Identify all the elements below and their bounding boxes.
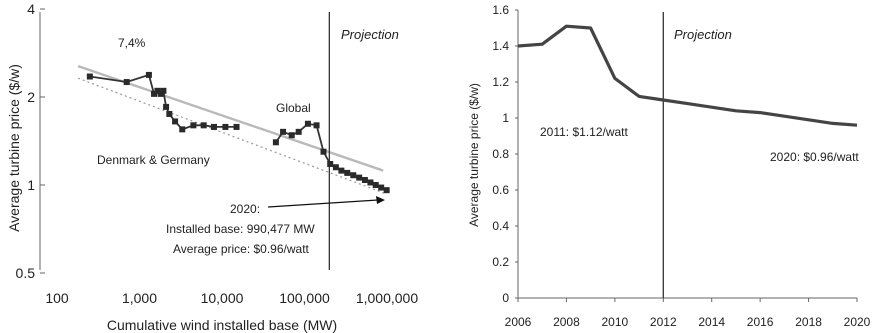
- right-y-tick-label: 1.4: [492, 39, 509, 53]
- left-data-point: [86, 73, 93, 80]
- left-data-point: [295, 128, 302, 135]
- left-data-point: [123, 79, 130, 86]
- left-data-point: [200, 122, 207, 129]
- right-label-2011: 2011: $1.12/watt: [540, 125, 629, 139]
- left-x-tick-label: 100: [45, 290, 69, 306]
- left-y-axis-label: Average turbine price ($/w): [6, 64, 22, 232]
- left-data-point: [327, 160, 334, 167]
- left-data-point: [190, 122, 197, 129]
- left-data-point: [288, 132, 295, 139]
- left-x-axis-label: Cumulative wind installed base (MW): [107, 317, 337, 333]
- left-denmark-germany-label: Denmark & Germany: [97, 153, 210, 167]
- right-x-tick-label: 2018: [795, 315, 822, 329]
- left-data-point: [166, 110, 173, 117]
- left-data-point: [378, 184, 385, 191]
- left-x-ticks: 100 1,000 10,000 100,000 1,000,000: [45, 290, 418, 306]
- right-x-tick-label: 2006: [505, 315, 532, 329]
- right-x-tick-label: 2010: [602, 315, 629, 329]
- left-projection-label: Projection: [341, 27, 399, 42]
- left-data-point: [145, 71, 152, 78]
- right-x-tick-label: 2012: [650, 315, 677, 329]
- right-y-ticks: 0 0.2 0.4 0.6 0.8 1 1.2 1.4 1.6: [492, 3, 518, 305]
- left-data-point: [157, 90, 164, 97]
- left-data-point: [304, 120, 311, 127]
- right-y-tick-label: 0.2: [492, 255, 509, 269]
- left-data-point: [280, 128, 287, 135]
- left-data-point: [163, 103, 170, 110]
- right-x-ticks: 2006 2008 2010 2012 2014 2016 2018 2020: [505, 298, 871, 329]
- left-x-tick-label: 1,000,000: [356, 290, 418, 306]
- right-x-tick-label: 2016: [747, 315, 774, 329]
- left-global-label: Global: [276, 101, 311, 115]
- left-data-point: [172, 118, 179, 125]
- right-y-tick-label: 0.8: [492, 147, 509, 161]
- left-data-point: [154, 87, 161, 94]
- left-data-point: [350, 172, 357, 179]
- right-series-group: [517, 24, 858, 127]
- left-y-tick-label: 0.5: [16, 265, 36, 281]
- right-projection-label: Projection: [674, 27, 732, 42]
- left-data-point: [151, 90, 158, 97]
- left-x-tick-label: 10,000: [201, 290, 244, 306]
- left-note-line2: Installed base: 990,477 MW: [166, 222, 315, 236]
- right-label-2020: 2020: $0.96/watt: [770, 150, 859, 164]
- left-data-point: [372, 182, 379, 188]
- left-data-point: [179, 126, 186, 133]
- left-series-line-0: [89, 73, 237, 131]
- left-note-line1: 2020:: [230, 202, 260, 216]
- right-y-tick-label: 1.6: [492, 3, 509, 17]
- left-data-point: [338, 167, 345, 174]
- annual-price-chart: 0 0.2 0.4 0.6 0.8 1 1.2 1.4 1.6 2006 2008 2010 2012…: [467, 3, 871, 329]
- left-data-point: [356, 174, 363, 181]
- left-data-point: [320, 148, 327, 155]
- left-data-point: [211, 123, 218, 130]
- right-x-tick-label: 2014: [698, 315, 725, 329]
- left-data-point: [344, 169, 351, 176]
- right-x-tick-label: 2008: [553, 315, 580, 329]
- left-y-tick-label: 2: [27, 89, 35, 105]
- right-x-tick-label: 2020: [844, 315, 871, 329]
- left-data-point: [367, 179, 374, 186]
- left-note-line3: Average price: $0.96/watt: [173, 242, 310, 256]
- left-note-arrowhead: [376, 196, 385, 204]
- left-y-tick-label: 4: [27, 1, 35, 17]
- left-y-ticks: 0.5 1 2 4: [16, 1, 45, 281]
- left-trendlines: [77, 65, 388, 195]
- left-data-point: [361, 177, 368, 184]
- left-data-point: [222, 123, 229, 130]
- left-rate-label: 7,4%: [118, 36, 146, 50]
- left-data-point: [332, 164, 339, 171]
- right-y-tick-label: 0.4: [492, 219, 509, 233]
- left-x-tick-label: 100,000: [279, 290, 330, 306]
- left-x-tick-label: 1,000: [122, 290, 157, 306]
- left-series-group: [86, 71, 390, 194]
- left-data-point: [383, 187, 390, 194]
- learning-curve-chart: 0.5 1 2 4 100 1,000 10,000 100,000 1,000,000 Pr…: [6, 1, 418, 333]
- left-data-point: [160, 87, 167, 94]
- right-series-line-0: [517, 24, 858, 127]
- right-y-tick-label: 1.2: [492, 75, 509, 89]
- left-data-point: [233, 123, 240, 130]
- left-y-tick-label: 1: [27, 177, 35, 193]
- left-note-arrow: [267, 199, 379, 208]
- left-trendline-dotted: [77, 77, 388, 195]
- right-y-axis-label: Average turbine price ($/w): [467, 83, 481, 227]
- left-data-point: [272, 139, 279, 146]
- right-y-tick-label: 1: [502, 111, 509, 125]
- right-y-tick-label: 0: [502, 291, 509, 305]
- left-data-point: [313, 122, 320, 129]
- right-y-tick-label: 0.6: [492, 183, 509, 197]
